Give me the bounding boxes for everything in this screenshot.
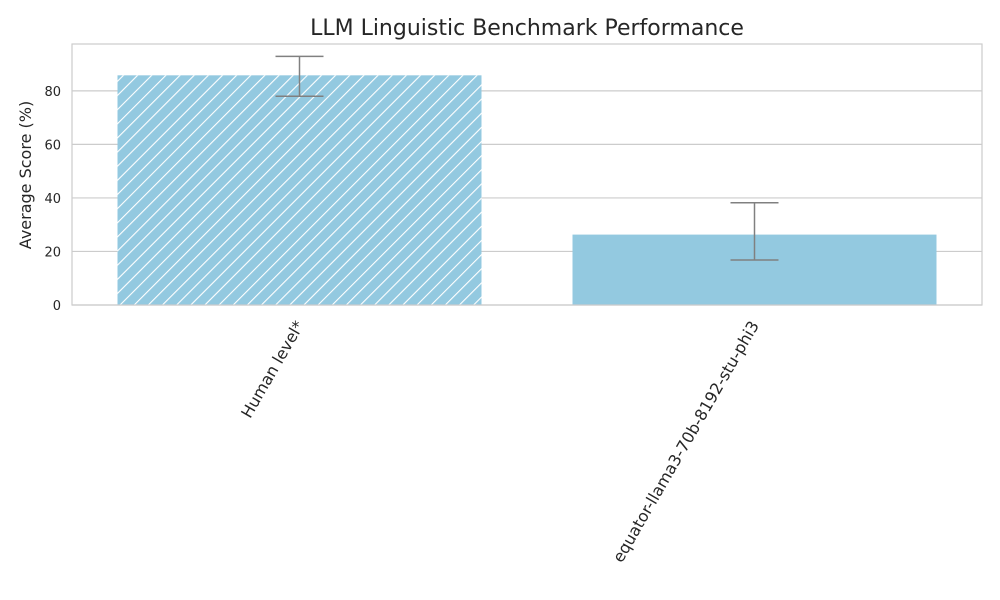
y-tick-label: 0 xyxy=(53,299,61,314)
y-tick-label: 60 xyxy=(44,138,61,153)
y-tick-label: 80 xyxy=(44,85,61,100)
bars xyxy=(117,75,937,305)
y-tick-labels: 0 20 40 60 80 xyxy=(44,85,61,314)
y-tick-label: 20 xyxy=(44,245,61,260)
plot-frame xyxy=(71,43,983,306)
bar-hatch xyxy=(117,75,482,305)
chart-title: LLM Linguistic Benchmark Performance xyxy=(310,16,744,41)
y-tick-label: 40 xyxy=(44,192,61,207)
y-axis-label: Average Score (%) xyxy=(16,101,35,249)
error-bars xyxy=(275,55,779,261)
x-tick-label: Human level* xyxy=(237,318,308,422)
x-tick-labels: Human level* equator-llama3-70b-8192-stu-… xyxy=(237,318,763,566)
x-tick-label: equator-llama3-70b-8192-stu-phi3 xyxy=(609,318,763,566)
